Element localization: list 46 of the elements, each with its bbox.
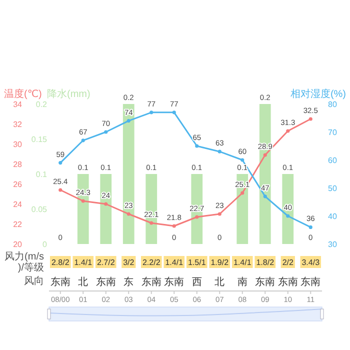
point <box>172 110 176 114</box>
point <box>126 119 130 123</box>
point <box>308 225 312 229</box>
point <box>218 150 222 154</box>
point <box>195 215 199 219</box>
y3-tick-label: 70 <box>328 128 338 137</box>
point <box>263 153 267 157</box>
point <box>240 158 244 162</box>
point <box>150 110 154 114</box>
y-tick-label: 28 <box>13 160 23 169</box>
y-tick-label: 30 <box>13 140 23 149</box>
y3-tick-label: 40 <box>328 212 338 221</box>
point <box>308 117 312 121</box>
y-tick-label: 24 <box>13 200 23 209</box>
y2-tick-label: 0 <box>42 240 48 249</box>
point <box>286 129 290 133</box>
point <box>240 191 244 195</box>
y3-tick-label: 30 <box>328 240 338 249</box>
y3-tick-label: 80 <box>328 100 338 109</box>
y2-tick-label: 0.1 <box>36 170 48 179</box>
y3-tick-label: 60 <box>328 156 338 165</box>
y2-tick-label: 0.2 <box>36 100 48 109</box>
point <box>104 130 108 134</box>
point <box>58 188 62 192</box>
point <box>58 161 62 165</box>
point <box>126 212 130 216</box>
point <box>286 214 290 218</box>
point <box>218 212 222 216</box>
point <box>263 194 267 198</box>
y3-tick-label: 50 <box>328 184 338 193</box>
point <box>172 224 176 228</box>
point <box>81 199 85 203</box>
y-tick-label: 34 <box>13 100 23 109</box>
point <box>150 221 154 225</box>
point <box>195 144 199 148</box>
point <box>81 138 85 142</box>
y2-tick-label: 0.05 <box>31 205 48 214</box>
y-tick-label: 22 <box>13 220 23 229</box>
y3-axis-title: 相对湿度(%) <box>290 88 346 100</box>
y-tick-label: 20 <box>13 240 23 249</box>
y2-axis-title: 降水(mm) <box>47 88 90 100</box>
y-axis-title: 温度(℃) <box>4 88 42 100</box>
y-tick-label: 32 <box>13 120 23 129</box>
point <box>104 202 108 206</box>
y2-tick-label: 0.15 <box>31 135 48 144</box>
y-tick-label: 26 <box>13 180 23 189</box>
